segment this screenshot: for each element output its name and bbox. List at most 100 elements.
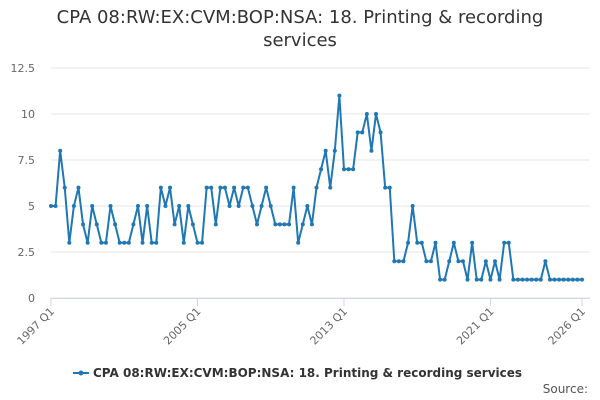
data-point [575, 277, 580, 282]
data-point [497, 277, 502, 282]
data-point [360, 130, 365, 135]
data-point [538, 277, 543, 282]
data-point [145, 204, 150, 208]
data-point [410, 204, 415, 208]
data-point [543, 259, 548, 264]
data-point [396, 259, 401, 264]
x-tick-label: 2005 Q1 [161, 305, 204, 348]
data-point [547, 277, 552, 282]
data-point [85, 240, 90, 245]
data-point [506, 240, 511, 245]
data-point [465, 277, 470, 282]
data-point [433, 240, 438, 245]
data-point [168, 185, 173, 190]
data-point [227, 204, 232, 208]
data-point [566, 277, 571, 282]
data-point [268, 204, 273, 208]
data-point [222, 185, 227, 190]
data-point [502, 240, 507, 245]
data-point [447, 259, 452, 264]
data-point [245, 185, 250, 190]
y-tick-label: 7.5 [18, 154, 36, 167]
x-tick-label: 2021 Q1 [454, 305, 497, 348]
data-point [442, 277, 447, 282]
data-point [561, 277, 566, 282]
data-point [172, 222, 177, 227]
data-point [392, 259, 397, 264]
data-point [67, 240, 72, 245]
x-tick-label: 1997 Q1 [15, 305, 58, 348]
data-point [424, 259, 429, 264]
data-point [351, 167, 356, 172]
data-point [369, 148, 374, 153]
data-point [213, 222, 218, 227]
data-point [273, 222, 278, 227]
data-point [241, 185, 246, 190]
data-point [218, 185, 223, 190]
data-point [346, 167, 351, 172]
data-point [525, 277, 530, 282]
data-point [529, 277, 534, 282]
data-point [149, 240, 154, 245]
data-point [232, 185, 237, 190]
data-point [383, 185, 388, 190]
data-point [570, 277, 575, 282]
data-point [277, 222, 282, 227]
data-point [341, 167, 346, 172]
data-point [53, 204, 58, 208]
data-point [181, 240, 186, 245]
data-point [71, 204, 76, 208]
y-tick-label: 0 [28, 292, 35, 305]
data-point [355, 130, 360, 135]
chart-title: CPA 08:RW:EX:CVM:BOP:NSA: 18. Printing &… [56, 7, 544, 51]
data-point [323, 148, 328, 153]
data-point [488, 277, 493, 282]
data-point [103, 240, 108, 245]
data-point [158, 185, 163, 190]
data-point [534, 277, 539, 282]
y-tick-label: 10 [21, 108, 35, 121]
data-point [163, 204, 168, 208]
data-point [520, 277, 525, 282]
data-point [456, 259, 461, 264]
data-point [186, 204, 191, 208]
data-point [378, 130, 383, 135]
data-point [117, 240, 122, 245]
data-point [364, 112, 369, 116]
data-point [190, 222, 195, 227]
data-point [428, 259, 433, 264]
data-point [552, 277, 557, 282]
data-point [406, 240, 411, 245]
source: Source: [543, 382, 588, 396]
data-point [305, 204, 310, 208]
data-point [236, 204, 241, 208]
data-point [401, 259, 406, 264]
data-point [62, 185, 67, 190]
data-point [296, 240, 301, 245]
data-point [319, 167, 324, 172]
data-point [154, 240, 159, 245]
data-point [195, 240, 200, 245]
x-tick-label: 2013 Q1 [308, 305, 351, 348]
data-point [483, 259, 488, 264]
y-tick-label: 5 [28, 200, 35, 213]
y-tick-label: 12.5 [11, 62, 36, 75]
data-point [419, 240, 424, 245]
data-point [300, 222, 305, 227]
data-point [474, 277, 479, 282]
data-point [460, 259, 465, 264]
data-point [250, 204, 255, 208]
data-point [557, 277, 562, 282]
data-point [415, 240, 420, 245]
data-point [131, 222, 136, 227]
data-point [314, 185, 319, 190]
data-point [200, 240, 205, 245]
data-point [287, 222, 292, 227]
data-point [58, 148, 63, 153]
data-point [387, 185, 392, 190]
data-point [451, 240, 456, 245]
x-tick-label: 2026 Q1 [546, 305, 589, 348]
data-point [282, 222, 287, 227]
